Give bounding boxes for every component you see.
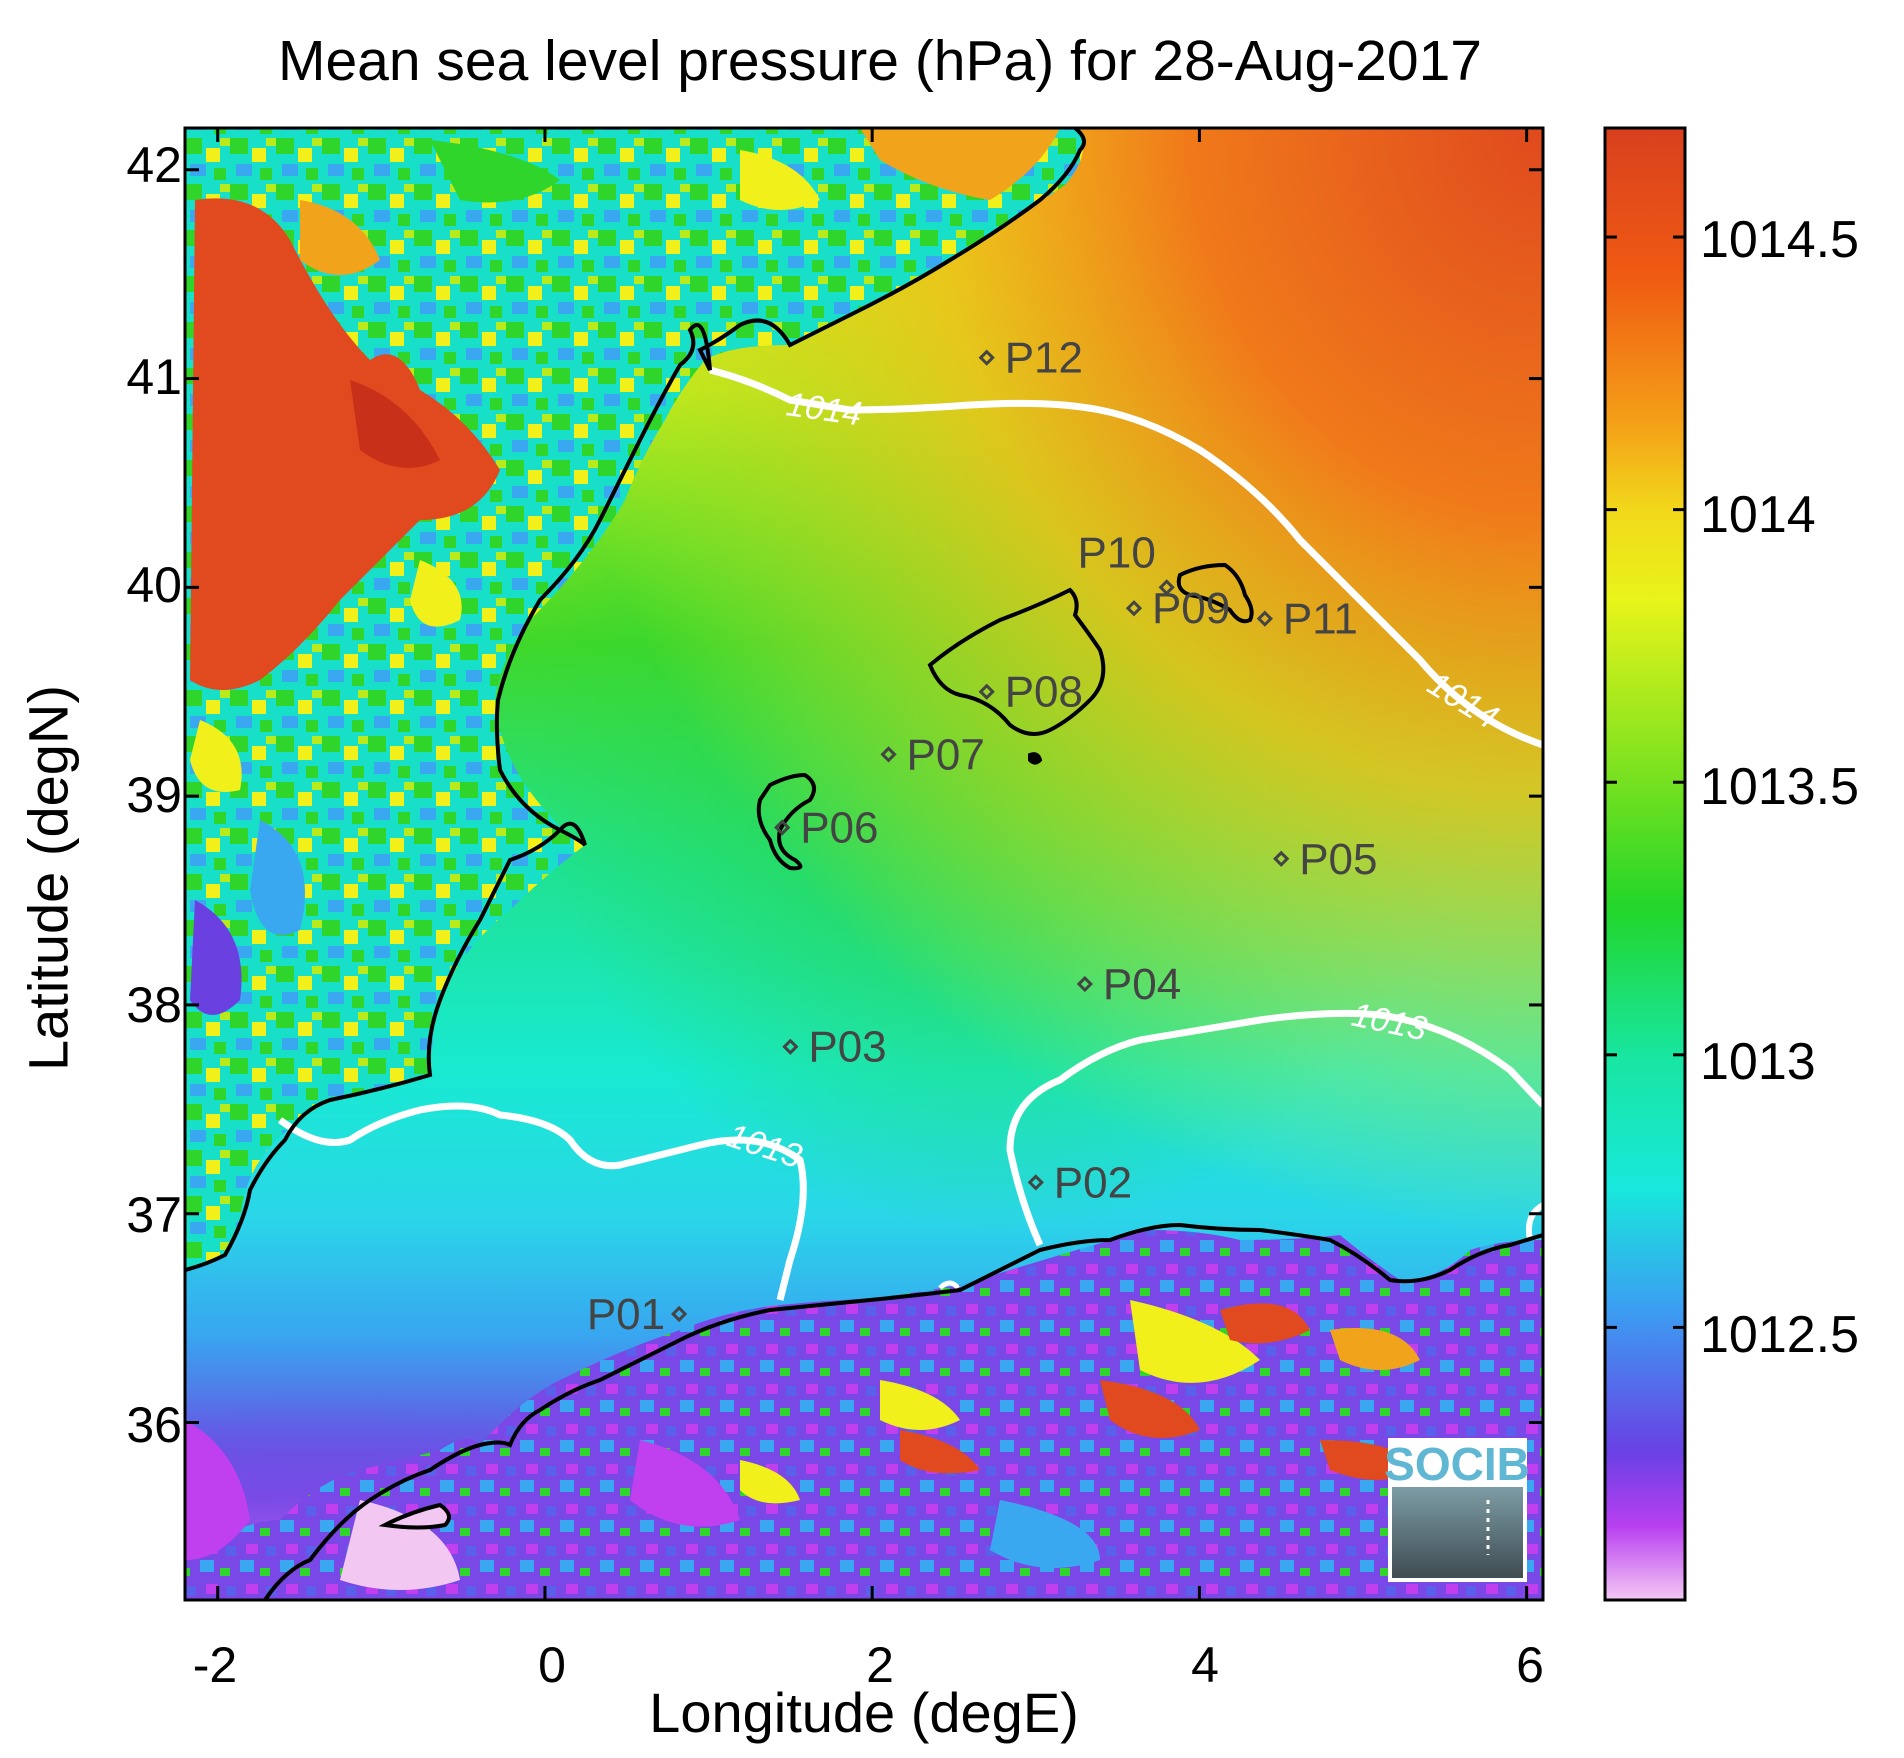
ibiza-island: [756, 772, 816, 871]
x-tick-label: -2: [192, 1637, 238, 1693]
y-tick-label: 37: [126, 1187, 182, 1243]
station-marker: [774, 819, 791, 836]
colorbar-tick-label: 1013.5: [1700, 758, 1860, 816]
station-marker: [978, 349, 995, 366]
station-marker: [880, 746, 897, 763]
station-label: P08: [1005, 668, 1083, 717]
coastline-small-island-sw: [378, 1502, 451, 1530]
pressure-field: SOCIB: [185, 128, 1543, 1600]
station-p11: P11: [1256, 595, 1358, 644]
station-marker: [1256, 610, 1273, 627]
station-label: P06: [800, 803, 878, 852]
x-axis-label: Longitude (degE): [649, 1681, 1079, 1744]
station-p10: P10: [1078, 528, 1175, 596]
station-label: P11: [1283, 595, 1358, 644]
menorca-island: [1176, 562, 1254, 624]
mallorca-island: [927, 587, 1106, 736]
station-marker: [1027, 1174, 1044, 1191]
x-tick-label: 0: [538, 1637, 566, 1693]
iberia-high-interior: [190, 198, 500, 691]
colorbar-tick-marks: [1605, 235, 1685, 1329]
station-p01: P01: [587, 1290, 688, 1339]
station-p02: P02: [1027, 1158, 1132, 1207]
station-label: P03: [808, 1023, 886, 1072]
y-tick-label: 41: [126, 349, 182, 405]
station-marker: [1158, 579, 1175, 596]
colorbar: [1603, 126, 1687, 1602]
colorbar-tick-label: 1014.5: [1700, 211, 1860, 269]
coastline-africa: [263, 1222, 1543, 1600]
x-tick-marks: [216, 128, 1529, 1600]
logo-text: SOCIB: [1384, 1438, 1530, 1490]
socib-logo: SOCIB: [1384, 1438, 1530, 1582]
contour-1014: [709, 366, 1543, 749]
y-tick-label: 42: [126, 137, 182, 193]
station-label: P12: [1005, 334, 1083, 383]
station-marker: [782, 1038, 799, 1055]
coastline-iberia: [185, 128, 1086, 1272]
y-axis-label: Latitude (degN): [16, 684, 80, 1072]
cabrera-island: [1028, 752, 1043, 765]
plot-frame: [183, 126, 1545, 1602]
colorbar-tick-label: 1012.5: [1700, 1306, 1860, 1364]
station-marker: [1273, 850, 1290, 867]
y-tick-label: 40: [126, 557, 182, 613]
station-label: P01: [587, 1290, 665, 1339]
y-tick-label: 39: [126, 767, 182, 823]
contour-1013-east: [1006, 1009, 1543, 1247]
africa-land: [185, 1230, 1543, 1600]
colorbar-tick-label: 1014: [1700, 486, 1816, 544]
x-tick-label: 6: [1516, 1637, 1544, 1693]
x-tick-label: 2: [866, 1637, 894, 1693]
station-label: P05: [1299, 835, 1377, 884]
station-marker: [1076, 975, 1094, 993]
station-marker: [670, 1305, 688, 1323]
station-p05: P05: [1273, 835, 1378, 884]
station-p12: P12: [978, 334, 1083, 383]
station-p03: P03: [782, 1023, 887, 1072]
station-marker: [978, 683, 995, 700]
y-tick-label: 38: [126, 977, 182, 1033]
station-label: P04: [1103, 960, 1181, 1009]
station-label: P02: [1054, 1158, 1132, 1207]
station-label: P10: [1078, 528, 1156, 577]
station-p06: P06: [774, 803, 878, 852]
station-p04: P04: [1076, 960, 1181, 1009]
station-p07: P07: [880, 730, 985, 779]
station-label: P07: [907, 730, 985, 779]
station-p08: P08: [978, 668, 1083, 717]
x-tick-label: 4: [1191, 1637, 1219, 1693]
y-tick-marks: [185, 168, 1543, 1425]
colorbar-tick-label: 1013: [1700, 1033, 1816, 1091]
chart-title: Mean sea level pressure (hPa) for 28-Aug…: [278, 29, 1482, 93]
y-tick-label: 36: [126, 1397, 182, 1453]
station-marker: [1125, 600, 1143, 617]
contour-1013-west: [277, 1102, 807, 1301]
